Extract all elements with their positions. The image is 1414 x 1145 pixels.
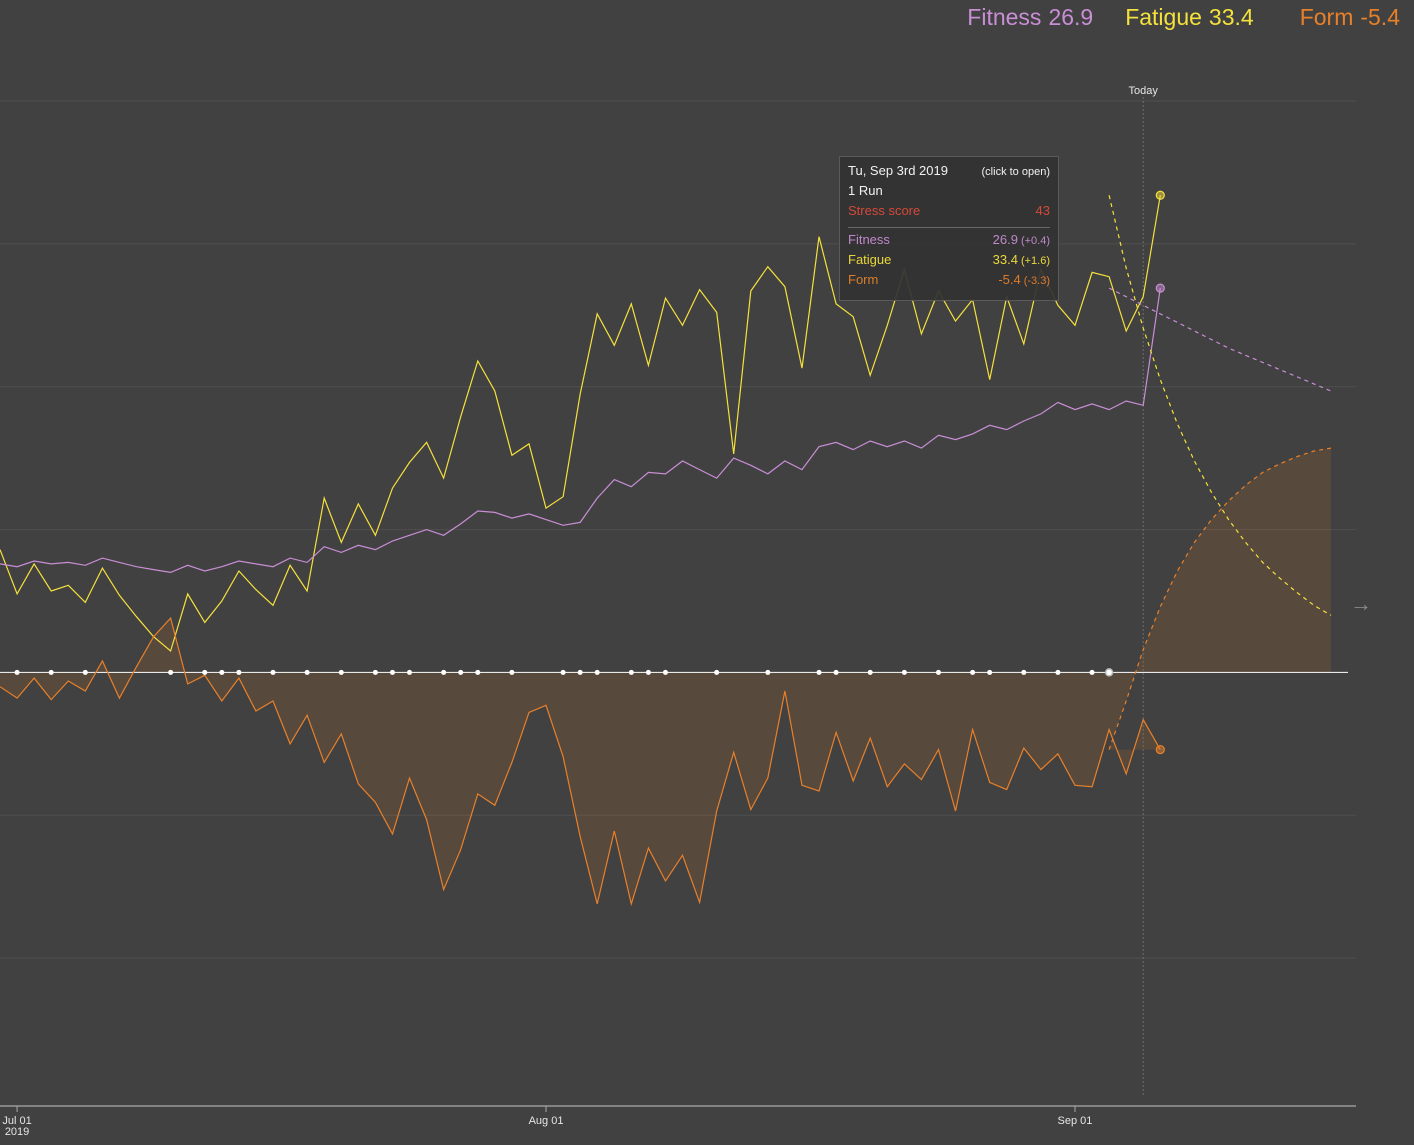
form-area-fill bbox=[0, 448, 1331, 904]
fatigue-readout: Fatigue 33.4 bbox=[1125, 4, 1253, 31]
tooltip-open-hint[interactable]: (click to open) bbox=[981, 166, 1050, 178]
activity-dot[interactable] bbox=[970, 669, 976, 675]
series-lines bbox=[0, 190, 1348, 907]
tooltip-stress-label: Stress score bbox=[848, 203, 921, 218]
tooltip-form-value-group: -5.4 (-3.3) bbox=[998, 272, 1050, 287]
activity-dot[interactable] bbox=[202, 669, 208, 675]
tooltip-divider bbox=[848, 227, 1050, 228]
activity-dot[interactable] bbox=[82, 669, 88, 675]
fitness-projection-line bbox=[1108, 287, 1332, 392]
activity-dot[interactable] bbox=[509, 669, 515, 675]
fatigue-projection-line bbox=[1108, 195, 1332, 616]
tooltip-fitness-row: Fitness 26.9 (+0.4) bbox=[848, 232, 1050, 252]
activity-dot[interactable] bbox=[458, 669, 464, 675]
tooltip-activities-row: 1 Run bbox=[848, 183, 1050, 203]
today-label: Today bbox=[1128, 85, 1158, 97]
tooltip-fatigue-value-group: 33.4 (+1.6) bbox=[993, 252, 1050, 267]
tooltip-header-row: Tu, Sep 3rd 2019 (click to open) bbox=[848, 163, 1050, 183]
activity-dot[interactable] bbox=[662, 669, 668, 675]
fitness-readout: Fitness 26.9 bbox=[967, 4, 1093, 31]
activity-dot[interactable] bbox=[475, 669, 481, 675]
x-tick-label: Aug 01 bbox=[529, 1115, 564, 1127]
activity-dot[interactable] bbox=[765, 669, 771, 675]
x-tick-label: Sep 01 bbox=[1058, 1115, 1093, 1127]
activity-dot[interactable] bbox=[867, 669, 873, 675]
activity-dot[interactable] bbox=[1104, 668, 1114, 677]
form-area bbox=[0, 448, 1331, 904]
x-tick-label: Jul 01 bbox=[2, 1115, 31, 1127]
activity-dot[interactable] bbox=[1055, 669, 1061, 675]
tooltip-date: Tu, Sep 3rd 2019 bbox=[848, 163, 948, 178]
fitness-current-point bbox=[1155, 283, 1165, 293]
form-readout-label: Form bbox=[1299, 4, 1354, 30]
arrow-right-icon[interactable]: → bbox=[1350, 591, 1372, 616]
form-line bbox=[0, 616, 1161, 907]
activity-dot[interactable] bbox=[338, 669, 344, 675]
fatigue-readout-label: Fatigue bbox=[1125, 4, 1202, 30]
metrics-readout: Fitness 26.9 Fatigue 33.4 Form -5.4 bbox=[967, 4, 1400, 31]
activity-dot[interactable] bbox=[14, 669, 20, 675]
grid-lines bbox=[0, 100, 1356, 959]
activity-dot[interactable] bbox=[1089, 669, 1095, 675]
fitness-readout-value: 26.9 bbox=[1048, 4, 1094, 30]
form-current-point bbox=[1155, 744, 1165, 755]
activity-dot[interactable] bbox=[560, 669, 566, 675]
tooltip-form-value: -5.4 bbox=[998, 272, 1021, 287]
fatigue-line bbox=[0, 195, 1161, 653]
activity-dot[interactable] bbox=[594, 669, 600, 675]
activity-dot[interactable] bbox=[389, 669, 395, 675]
fatigue-readout-value: 33.4 bbox=[1208, 4, 1254, 30]
activity-dot[interactable] bbox=[714, 669, 720, 675]
tooltip-fatigue-label: Fatigue bbox=[848, 252, 892, 267]
activity-dot[interactable] bbox=[577, 669, 583, 675]
activity-dot[interactable] bbox=[645, 669, 651, 675]
activity-dot[interactable] bbox=[407, 669, 413, 675]
activity-dots[interactable] bbox=[14, 668, 1114, 677]
activity-dot[interactable] bbox=[628, 669, 634, 675]
fitness-line bbox=[0, 288, 1161, 574]
tooltip-stress-value: 43 bbox=[1035, 203, 1050, 218]
activity-dot[interactable] bbox=[901, 669, 907, 675]
activity-dot[interactable] bbox=[833, 669, 839, 675]
tooltip-fitness-value: 26.9 bbox=[992, 232, 1018, 247]
activity-dot[interactable] bbox=[372, 669, 378, 675]
tooltip-fatigue-delta: (+1.6) bbox=[1020, 255, 1050, 267]
fitness-readout-label: Fitness bbox=[967, 4, 1042, 30]
tooltip-form-row: Form -5.4 (-3.3) bbox=[848, 272, 1050, 292]
tooltip-fitness-value-group: 26.9 (+0.4) bbox=[993, 232, 1050, 247]
form-readout: Form -5.4 bbox=[1300, 4, 1400, 31]
form-projection-line bbox=[1108, 447, 1332, 750]
tooltip-fitness-delta: (+0.4) bbox=[1020, 235, 1050, 247]
tooltip-form-label: Form bbox=[848, 272, 879, 287]
day-tooltip[interactable]: Tu, Sep 3rd 2019 (click to open) 1 Run S… bbox=[839, 156, 1059, 301]
tooltip-stress-row: Stress score 43 bbox=[848, 203, 1050, 223]
activity-dot[interactable] bbox=[168, 669, 174, 675]
tooltip-form-delta: (-3.3) bbox=[1023, 275, 1050, 287]
activity-dot[interactable] bbox=[270, 669, 276, 675]
activity-dot[interactable] bbox=[935, 669, 941, 675]
fatigue-current-point bbox=[1155, 190, 1165, 200]
activity-dot[interactable] bbox=[987, 669, 993, 675]
form-readout-value: -5.4 bbox=[1360, 4, 1400, 30]
activity-dot[interactable] bbox=[236, 669, 242, 675]
x-tick-sublabel: 2019 bbox=[5, 1126, 29, 1138]
activity-dot[interactable] bbox=[441, 669, 447, 675]
today-marker: Today bbox=[1128, 85, 1158, 1097]
tooltip-activities: 1 Run bbox=[848, 183, 883, 198]
activity-dot[interactable] bbox=[219, 669, 225, 675]
tooltip-fatigue-row: Fatigue 33.4 (+1.6) bbox=[848, 252, 1050, 272]
activity-dot[interactable] bbox=[1021, 669, 1027, 675]
tooltip-fatigue-value: 33.4 bbox=[992, 252, 1018, 267]
activity-dot[interactable] bbox=[48, 669, 54, 675]
tooltip-fitness-label: Fitness bbox=[848, 232, 890, 247]
activity-dot[interactable] bbox=[304, 669, 310, 675]
activity-dot[interactable] bbox=[816, 669, 822, 675]
